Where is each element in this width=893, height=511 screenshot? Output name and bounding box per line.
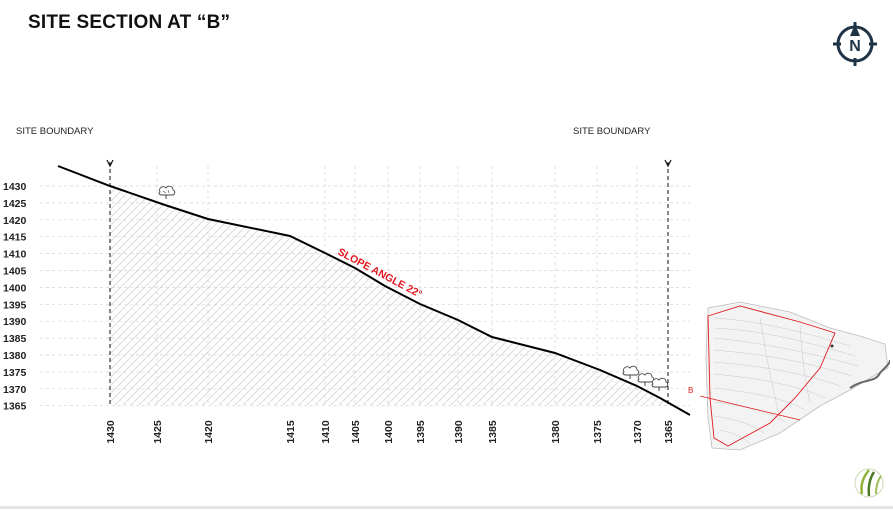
tree-icon [158,185,176,199]
north-arrow-icon: N [833,22,877,66]
station-label: 1405 [350,420,362,444]
station-label: 1370 [632,420,644,444]
station-label: 1395 [415,420,427,444]
elevation-label: 1370 [3,384,27,396]
station-label: 1415 [285,420,297,444]
elevation-label: 1400 [3,282,27,294]
tree-icon [637,372,655,386]
minimap-section-marker: B [688,386,694,395]
elevation-label: 1430 [3,181,27,193]
elevation-label: 1365 [3,401,27,413]
elevation-label: 1425 [3,198,27,210]
station-label: 1385 [487,420,499,444]
elevation-label: 1410 [3,249,27,261]
right-boundary-label: SITE BOUNDARY [573,126,651,137]
station-axis-labels: 1430 1425 1420 1415 1410 1405 1400 1395 1390 1385… [105,420,675,444]
station-label: 1400 [383,420,395,444]
elevation-label: 1415 [3,232,27,244]
compass-letter: N [849,38,861,55]
elevation-label: 1395 [3,299,27,311]
ground-profile-line [57,165,691,416]
elevation-label: 1390 [3,316,27,328]
station-label: 1375 [592,420,604,444]
company-logo-icon [854,468,884,498]
elevation-label: 1385 [3,333,27,345]
boundary-tick-left [106,159,114,168]
site-key-plan-map: B [700,301,890,451]
elevation-axis-labels: 1430 1425 1420 1415 1410 1405 1400 1395 1390 1385… [3,181,27,413]
elevation-label: 1380 [3,350,27,362]
elevation-label: 1405 [3,266,27,278]
ground-fill [110,186,668,405]
elevation-label: 1420 [3,215,27,227]
site-boundary-outline [707,305,836,447]
station-label: 1430 [105,420,117,444]
station-label: 1390 [453,420,465,444]
elevation-label: 1375 [3,367,27,379]
left-boundary-label: SITE BOUNDARY [16,126,94,137]
boundary-tick-right [664,159,672,168]
tree-icon [622,365,640,379]
page-title: SITE SECTION AT “B” [28,12,231,33]
bottom-rule [0,506,893,509]
station-label: 1410 [320,420,332,444]
station-label: 1380 [550,420,562,444]
station-label: 1420 [203,420,215,444]
section-cut-line [700,395,801,421]
station-label: 1365 [663,420,675,444]
tree-icon [651,377,669,391]
station-label: 1425 [152,420,164,444]
